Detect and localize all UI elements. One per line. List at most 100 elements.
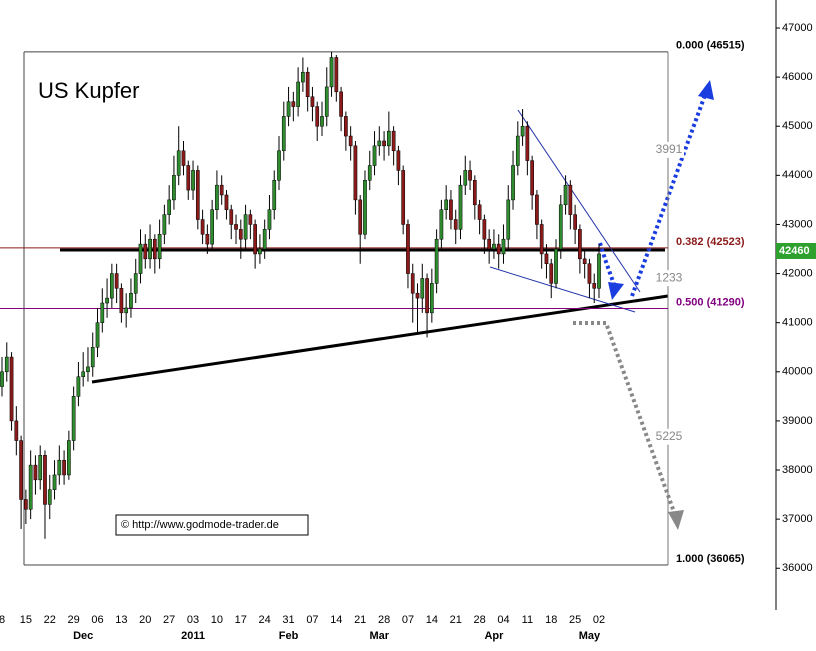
candle-body <box>24 499 28 510</box>
candle-body <box>57 459 62 476</box>
candle-body <box>334 57 339 93</box>
candle-body <box>320 116 324 127</box>
candle-body <box>86 366 90 373</box>
x-month-label: Mar <box>370 630 390 642</box>
y-tick-label: 45000 <box>782 120 813 132</box>
chart-title: US Kupfer <box>38 78 140 103</box>
y-tick-label: 40000 <box>782 366 813 378</box>
candle-body <box>429 283 434 314</box>
x-tick-label: 22 <box>44 614 56 626</box>
candle-body <box>90 346 95 368</box>
candle-body <box>33 464 38 481</box>
candle-body <box>281 116 286 152</box>
x-tick-label: 13 <box>115 614 127 626</box>
candle-body <box>109 273 114 299</box>
y-tick-label: 38000 <box>782 464 813 476</box>
last-price-label: 42460 <box>779 245 810 257</box>
candle-body <box>38 455 43 481</box>
candle-body <box>310 96 315 107</box>
y-tick-label: 44000 <box>782 169 813 181</box>
x-tick-label: 20 <box>139 614 151 626</box>
wedge-upper <box>517 109 641 293</box>
candle-body <box>477 204 482 220</box>
support-trendline <box>91 294 669 384</box>
candle-body <box>387 130 391 147</box>
candle-body <box>224 194 229 210</box>
candle-body <box>410 273 415 294</box>
candle-body <box>549 263 554 284</box>
x-tick-label: 31 <box>282 614 294 626</box>
candle-body <box>152 238 157 260</box>
candle-body <box>492 243 496 250</box>
candle-body <box>358 199 363 235</box>
y-tick-label: 46000 <box>782 71 813 83</box>
candle-body <box>463 170 468 186</box>
candle-body <box>62 459 66 476</box>
last-price-box <box>776 242 816 259</box>
x-month-label: Feb <box>279 630 299 642</box>
y-tick-label: 37000 <box>782 513 813 525</box>
x-tick-label: 07 <box>402 614 414 626</box>
x-month-label: Apr <box>484 630 504 642</box>
candle-body <box>191 170 195 191</box>
candle-body <box>372 145 377 166</box>
candle-body <box>453 219 458 230</box>
candle-body <box>71 396 76 441</box>
candle-body <box>124 307 129 314</box>
candle-body <box>277 150 281 181</box>
candle-body <box>539 224 544 255</box>
candle-body <box>253 224 257 255</box>
candle-body <box>43 455 47 505</box>
annotation: © http://www.godmode-trader.de <box>121 519 279 531</box>
candle-body <box>105 297 109 304</box>
candle-body <box>76 376 81 397</box>
candle-body <box>468 170 472 181</box>
candle-body <box>305 71 310 98</box>
candle-body <box>229 209 234 225</box>
candle-body <box>258 248 262 255</box>
x-month-label: 2011 <box>181 630 205 642</box>
x-tick-label: 24 <box>259 614 271 626</box>
y-tick-label: 39000 <box>782 415 813 427</box>
candle-body <box>501 238 506 255</box>
x-tick-label: 8 <box>0 614 5 626</box>
candle-body <box>267 209 272 230</box>
candle-body <box>444 199 449 210</box>
x-tick-label: 21 <box>354 614 366 626</box>
candle-body <box>200 219 205 235</box>
candle-body <box>210 209 214 245</box>
candle-body <box>215 184 219 210</box>
candle-body <box>95 322 100 348</box>
candle-body <box>401 170 406 225</box>
x-tick-label: 04 <box>497 614 509 626</box>
forecast-arrow-down <box>598 242 618 291</box>
x-tick-label: 28 <box>473 614 485 626</box>
candle-body <box>0 371 4 387</box>
x-tick-label: 14 <box>426 614 438 626</box>
arrowhead <box>668 510 684 530</box>
range-label: 3991 <box>656 142 683 156</box>
x-tick-label: 02 <box>593 614 605 626</box>
candle-body <box>587 263 592 284</box>
candle-body <box>578 229 582 260</box>
candle-body <box>377 140 382 147</box>
candle-body <box>568 184 573 215</box>
candle-body <box>143 243 148 260</box>
candle-body <box>396 150 401 171</box>
forecast-arrow-gray <box>573 321 676 513</box>
candle-body <box>348 135 353 147</box>
candle-body <box>52 474 57 490</box>
x-tick-label: 17 <box>235 614 247 626</box>
candle-body <box>162 214 167 235</box>
candle-body <box>148 238 152 260</box>
candle-body <box>344 116 348 137</box>
x-tick-label: 03 <box>187 614 199 626</box>
candle-body <box>439 209 444 240</box>
candle-body <box>100 302 105 323</box>
x-month-label: May <box>579 630 601 642</box>
candle-body <box>506 199 511 240</box>
candle-body <box>138 243 143 274</box>
candle-body <box>315 106 320 127</box>
candle-body <box>4 356 9 373</box>
